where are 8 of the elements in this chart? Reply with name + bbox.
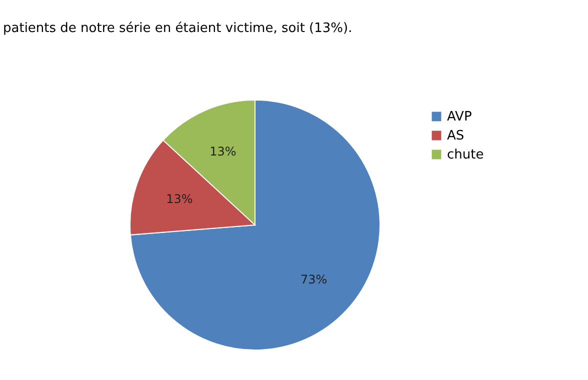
legend-label: AVP xyxy=(447,110,472,124)
data-label: 73% xyxy=(300,272,328,286)
text: patients de notre série en étaient victime, soit (13%). xyxy=(3,21,352,36)
data-label: 13% xyxy=(210,144,236,159)
legend-label: chute xyxy=(447,148,484,162)
data-label: 13% xyxy=(166,192,193,206)
pie-slice xyxy=(130,100,380,350)
legend-label: AS xyxy=(447,128,464,144)
